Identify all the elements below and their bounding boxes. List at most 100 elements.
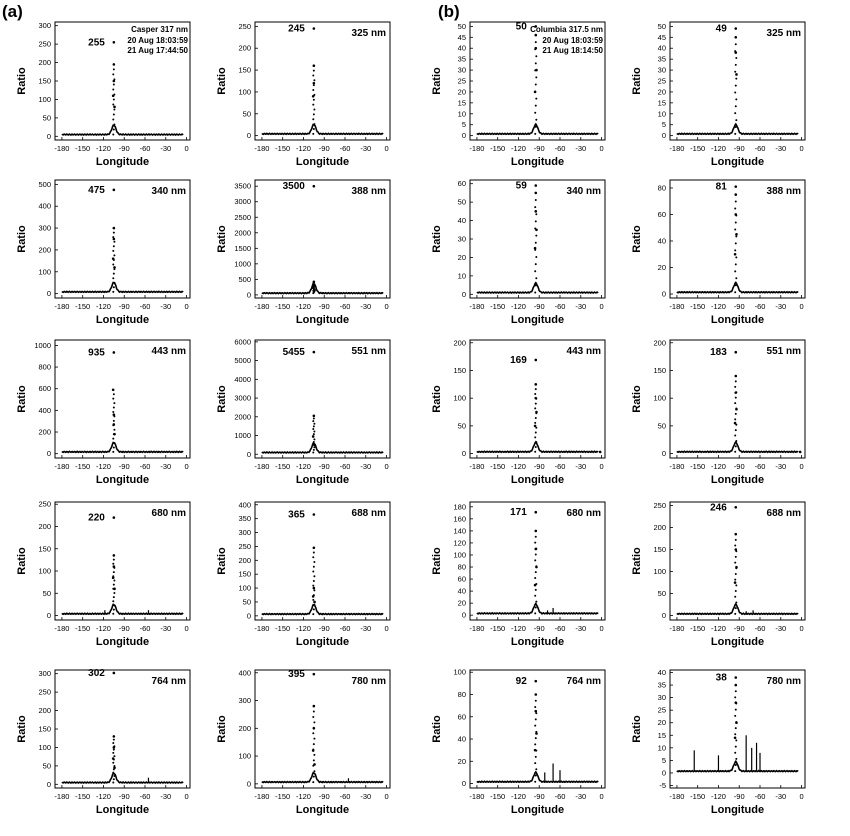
wavelength-label: Columbia 317.5 nm <box>530 25 603 34</box>
wavelength-label: Casper 317 nm <box>131 25 188 34</box>
y-tick-label: 150 <box>653 545 666 554</box>
data-point <box>312 715 315 718</box>
y-axis-label: Ratio <box>631 547 643 575</box>
x-tick-label: 0 <box>184 144 188 153</box>
y-tick-label: 0 <box>462 290 466 299</box>
y-tick-label: -5 <box>659 781 666 790</box>
data-point <box>534 392 537 395</box>
x-tick-label: -30 <box>775 792 786 801</box>
data-point <box>534 436 537 439</box>
y-tick-label: 350 <box>238 514 251 523</box>
data-point <box>734 445 737 448</box>
x-tick-label: -120 <box>296 144 311 153</box>
data-point <box>734 532 738 536</box>
data-point <box>112 63 116 66</box>
data-point <box>534 402 537 405</box>
ratio-baseline-line <box>61 772 184 785</box>
y-tick-label: 0 <box>47 132 51 141</box>
x-tick-label: -180 <box>54 462 69 471</box>
data-point <box>735 73 738 76</box>
data-point <box>112 133 115 136</box>
peak-point <box>734 27 738 30</box>
data-point <box>535 582 538 585</box>
plot-frame <box>669 21 806 141</box>
wavelength-label: 551 nm <box>352 346 387 357</box>
x-tick-label: -150 <box>75 792 90 801</box>
data-point <box>734 91 737 94</box>
data-point <box>535 768 538 771</box>
x-tick-label: -30 <box>775 144 786 153</box>
data-point <box>113 78 116 81</box>
y-tick-label: 100 <box>38 567 51 576</box>
x-tick-label: -180 <box>469 302 484 311</box>
data-point <box>112 263 115 266</box>
chart-18: -180 -150 -120 -90 -60 -30 0 0 100 200 300 400 Longi… <box>216 668 391 816</box>
data-point <box>312 420 315 423</box>
peak-value-label: 59 <box>516 181 528 192</box>
x-tick-label: -150 <box>75 462 90 471</box>
x-tick-label: -150 <box>275 302 290 311</box>
data-point <box>534 445 537 448</box>
data-point <box>735 439 738 442</box>
data-point <box>312 594 315 597</box>
data-point <box>734 745 737 748</box>
data-point <box>312 726 315 729</box>
peak-point <box>734 676 738 679</box>
plot-frame <box>669 501 806 621</box>
x-tick-label: -150 <box>275 792 290 801</box>
data-point <box>735 757 738 760</box>
x-axis-label: Longitude <box>96 804 149 816</box>
wavelength-label: 680 nm <box>567 508 602 519</box>
x-tick-label: 0 <box>384 302 388 311</box>
y-tick-label: 50 <box>658 589 666 598</box>
peak-value-label: 365 <box>288 509 305 520</box>
wavelength-label: 764 nm <box>152 676 187 687</box>
y-axis-label: Ratio <box>431 225 443 253</box>
data-point <box>534 83 537 86</box>
data-point <box>734 132 737 135</box>
data-point <box>535 712 538 715</box>
y-tick-label: 10 <box>458 109 466 118</box>
y-tick-label: 50 <box>243 109 251 118</box>
ratio-baseline-line <box>476 602 599 615</box>
x-tick-label: -30 <box>775 462 786 471</box>
x-axis-label: Longitude <box>711 804 764 816</box>
data-point <box>735 423 738 426</box>
date-info-line: 20 Aug 18:03:59 <box>127 36 188 45</box>
data-point <box>313 589 316 592</box>
y-tick-label: 400 <box>238 500 251 509</box>
data-point <box>113 745 116 748</box>
x-axis-label: Longitude <box>296 314 349 326</box>
x-tick-label: -30 <box>160 462 171 471</box>
data-point <box>313 79 316 82</box>
y-tick-label: 0 <box>247 131 251 140</box>
chart-14: -180 -150 -120 -90 -60 -30 0 0 50 100 150 200 250 300… <box>216 500 391 648</box>
y-tick-label: 2000 <box>234 228 251 237</box>
y-axis-label: Ratio <box>216 67 228 95</box>
data-point <box>313 123 316 126</box>
data-point <box>734 607 737 610</box>
data-point <box>113 266 116 269</box>
x-axis-label: Longitude <box>511 156 564 168</box>
y-axis-label: Ratio <box>16 715 28 743</box>
peak-value-label: 49 <box>716 24 728 35</box>
y-tick-label: 3000 <box>234 394 251 403</box>
y-tick-label: 100 <box>238 87 251 96</box>
wavelength-label: 443 nm <box>152 346 187 357</box>
y-tick-label: 20 <box>458 253 466 262</box>
y-tick-label: 0 <box>47 289 51 298</box>
y-axis-label: Ratio <box>631 67 643 95</box>
date-info-line: 21 Aug 17:44:50 <box>127 46 188 55</box>
x-tick-label: -150 <box>690 792 705 801</box>
x-tick-label: -120 <box>711 302 726 311</box>
panel-label-b: (b) <box>438 2 460 21</box>
data-point <box>734 434 737 437</box>
x-tick-label: -60 <box>140 302 151 311</box>
y-tick-label: 0 <box>662 131 666 140</box>
x-tick-label: -150 <box>690 144 705 153</box>
x-tick-label: -120 <box>511 302 526 311</box>
data-point <box>112 410 115 413</box>
x-tick-label: 0 <box>599 302 603 311</box>
x-tick-label: -90 <box>319 144 330 153</box>
